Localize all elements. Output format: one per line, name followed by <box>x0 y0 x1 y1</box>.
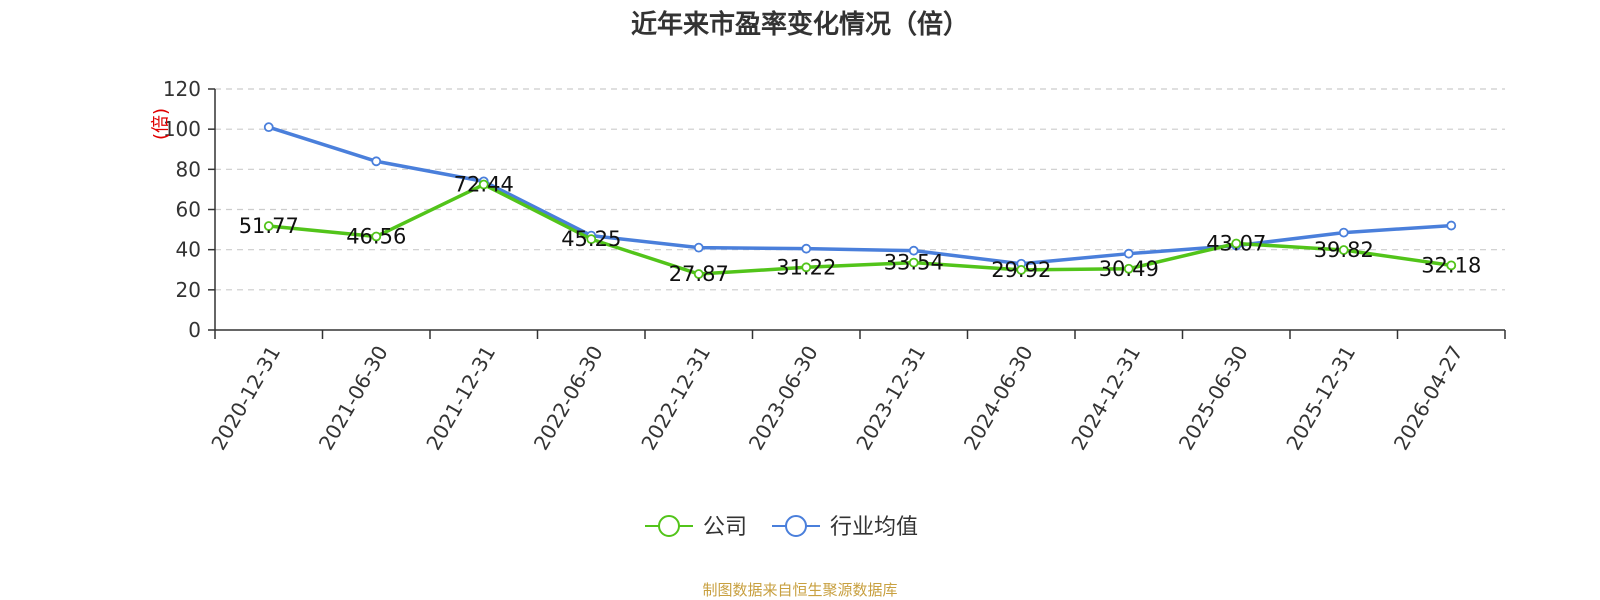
data-label: 46.56 <box>346 224 406 248</box>
x-tick-label: 2025-12-31 <box>1281 342 1360 455</box>
grid-lines <box>215 88 1505 291</box>
data-point <box>371 156 382 167</box>
y-tick-label: 100 <box>163 117 201 141</box>
y-tick-label: 20 <box>176 278 201 302</box>
data-label: 32.18 <box>1421 253 1481 277</box>
legend: 公司 行业均值 <box>645 515 918 540</box>
data-label: 30.49 <box>1099 257 1159 281</box>
data-point <box>1338 227 1349 238</box>
x-tick-label: 2023-12-31 <box>851 342 930 455</box>
data-point <box>478 179 489 190</box>
data-point <box>371 231 382 242</box>
chart-title: 近年来市盈率变化情况（倍） <box>630 10 969 40</box>
legend-label: 公司 <box>703 515 747 540</box>
data-label: 33.54 <box>884 251 944 275</box>
x-tick-label: 2023-06-30 <box>744 342 823 455</box>
x-tick-label: 2024-06-30 <box>959 342 1038 455</box>
data-point <box>908 245 919 256</box>
data-label: 51.77 <box>239 214 299 238</box>
x-tick-label: 2021-12-31 <box>421 342 500 455</box>
data-point <box>586 234 597 245</box>
y-tick-labels: 0 20 40 60 80 100 120 <box>163 77 201 342</box>
data-point <box>908 257 919 268</box>
x-tick-label: 2025-06-30 <box>1174 342 1253 455</box>
legend-item-industry: 行业均值 <box>772 515 918 540</box>
data-point <box>1016 265 1027 275</box>
y-tick-label: 120 <box>163 77 201 101</box>
data-label: 72.44 <box>454 173 514 197</box>
x-tick-label: 2022-12-31 <box>636 342 715 455</box>
data-point <box>801 243 812 254</box>
x-tick-label: 2020-12-31 <box>206 342 285 455</box>
data-label: 43.07 <box>1206 232 1266 256</box>
legend-marker <box>785 515 807 537</box>
x-tick-label: 2021-06-30 <box>314 342 393 455</box>
axes <box>208 88 1506 339</box>
data-label: 29.92 <box>991 258 1051 282</box>
series-lines <box>263 122 1457 279</box>
y-tick-label: 0 <box>188 318 201 342</box>
y-tick-label: 60 <box>176 198 201 222</box>
x-tick-label: 2022-06-30 <box>529 342 608 455</box>
data-point <box>693 269 704 279</box>
legend-item-company: 公司 <box>645 515 747 540</box>
y-axis-label: (倍) <box>150 108 171 140</box>
x-tick-labels: 2020-12-31 2021-06-30 2021-12-31 2022-06-30… <box>206 342 1467 455</box>
data-label: 45.25 <box>561 227 621 251</box>
data-label: 39.82 <box>1314 238 1374 262</box>
data-point <box>1446 220 1457 231</box>
legend-label: 行业均值 <box>830 515 918 540</box>
data-point <box>1338 245 1349 255</box>
x-tick-label: 2026-04-27 <box>1389 342 1468 455</box>
data-point <box>1123 248 1134 259</box>
series-line-industry <box>268 125 1452 266</box>
data-label: 31.22 <box>776 255 836 279</box>
data-labels: 51.77 46.56 72.44 45.25 27.87 31.22 33.54 29.92… <box>239 173 1482 287</box>
source-note: 制图数据来自恒生聚源数据库 <box>702 581 898 599</box>
data-point <box>1123 263 1134 274</box>
data-point <box>1231 238 1242 249</box>
data-label: 27.87 <box>669 262 729 286</box>
data-point <box>801 262 812 273</box>
data-point <box>263 122 274 133</box>
x-tick-label: 2024-12-31 <box>1066 342 1145 455</box>
y-tick-label: 40 <box>176 238 201 262</box>
y-tick-label: 80 <box>176 157 201 181</box>
legend-marker <box>658 515 680 537</box>
series-line-company <box>268 182 1452 276</box>
data-point <box>693 242 704 253</box>
data-point <box>263 221 274 231</box>
data-point <box>1446 260 1457 271</box>
